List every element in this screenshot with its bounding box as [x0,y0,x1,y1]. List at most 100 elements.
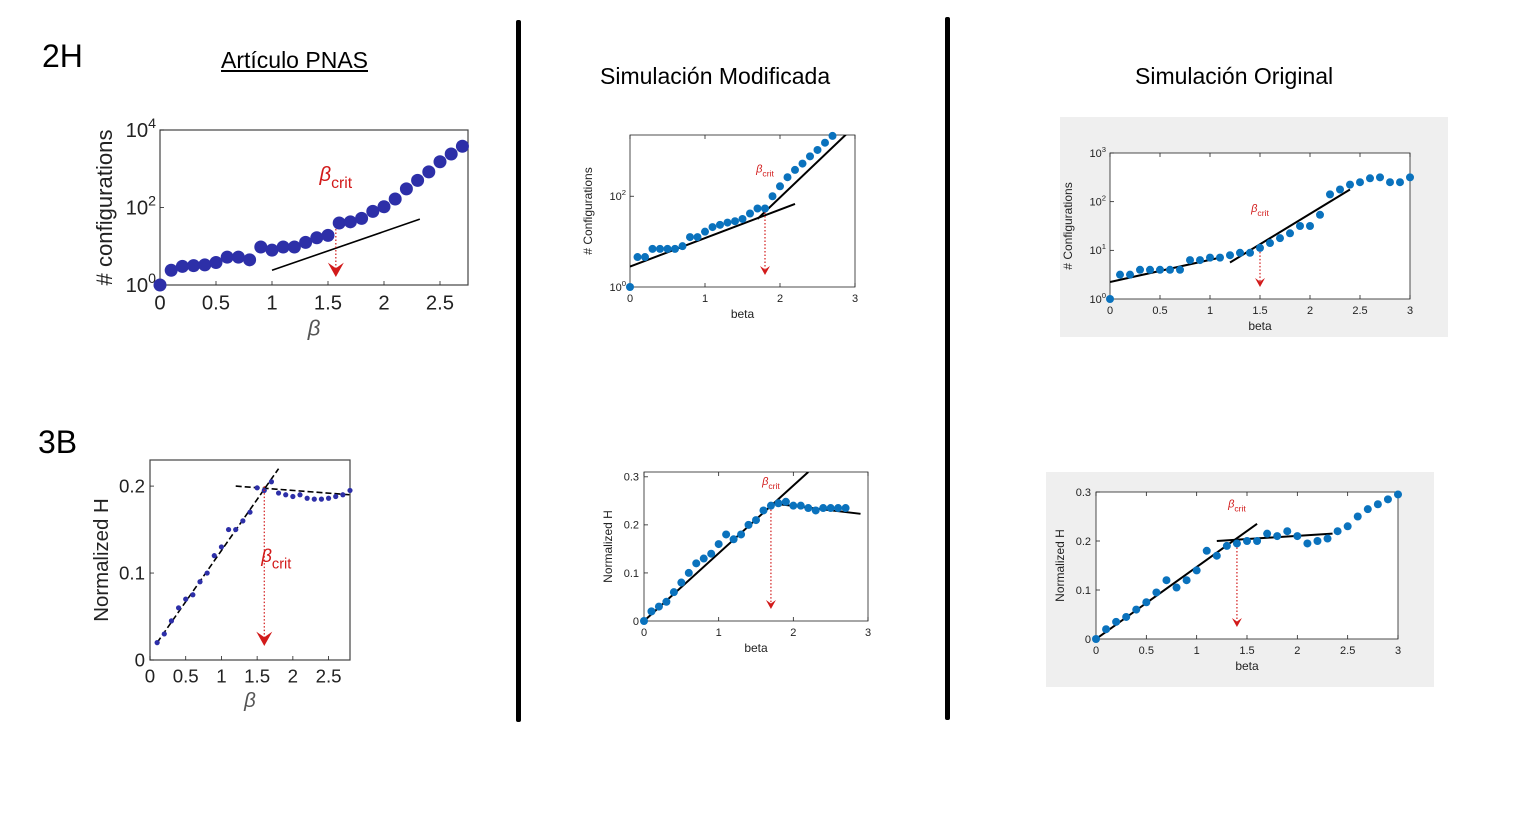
data-point [633,253,642,262]
data-point [455,139,469,153]
x-tick-label: 2.5 [1352,305,1367,317]
data-point [1406,173,1414,182]
data-point [1326,190,1334,199]
data-point [175,259,189,273]
data-point [377,200,391,214]
data-point [198,258,212,272]
data-point [1216,253,1224,262]
data-point [254,485,260,491]
data-point [826,504,835,513]
data-point [641,253,649,262]
data-point [225,526,232,533]
plot-area [643,471,869,622]
x-axis-label: β [307,315,321,340]
y-tick-label: 102 [609,188,626,203]
data-point [692,559,701,568]
y-axis-label: # configurations [92,130,117,286]
heading-original: Simulación Original [1135,63,1334,89]
x-tick-label: 1.5 [314,292,342,314]
data-point [318,496,325,502]
data-point [333,493,339,500]
data-point [321,228,335,242]
data-point [276,240,290,254]
data-point [1232,539,1241,548]
data-point [433,155,447,169]
data-point [806,152,814,161]
data-point [1336,185,1344,194]
data-point [154,640,160,646]
data-point [1303,539,1312,548]
data-point [268,479,275,485]
data-point [1373,500,1382,509]
y-tick-label: 102 [1089,194,1106,209]
data-point [798,159,807,168]
data-point [761,204,769,213]
data-point [1383,495,1392,504]
data-point [626,283,634,291]
data-point [1313,537,1322,545]
data-point [1172,583,1181,592]
data-point [1343,522,1352,531]
x-tick-label: 3 [1395,645,1401,657]
data-point [1353,512,1362,521]
y-tick-label: 100 [609,279,626,294]
beta-crit-label: βcrit [1227,498,1246,513]
data-point [175,605,182,611]
data-point [1376,173,1384,182]
data-point [1226,251,1234,260]
x-tick-label: 1 [216,666,226,687]
data-point [701,227,709,236]
chart-original-h: 0 0.5 1 1.5 2 2.5 3 0 0.1 0.2 0.3 beta Normalized H β… [1053,487,1402,673]
data-point [211,553,217,559]
data-point [1212,551,1221,560]
data-point [1253,537,1262,545]
data-point [168,618,175,624]
data-point [1316,210,1324,219]
x-axis-label: beta [744,641,768,655]
y-axis-label: Normalized H [1053,529,1067,602]
data-point [753,204,762,213]
y-tick-label: 102 [126,193,157,219]
data-point [243,253,257,267]
y-tick-label: 0.3 [1076,487,1091,499]
x-tick-label: 2 [1307,305,1313,317]
data-point [411,173,425,187]
data-point [640,617,648,625]
x-tick-label: 0 [627,293,633,305]
fit-line [1096,523,1258,639]
data-point [759,506,768,515]
y-axis-label: Normalized H [91,498,113,622]
data-point [804,504,813,513]
data-point [265,243,279,257]
data-point [669,588,678,597]
data-point [647,607,656,616]
data-point [1246,248,1254,257]
data-point [161,631,167,637]
data-point [1106,295,1114,303]
y-axis-label: Normalized H [601,510,615,583]
data-point [1192,566,1201,575]
data-point [752,516,760,525]
data-point [1116,270,1124,279]
x-axis-label: β [243,690,256,712]
x-tick-label: 3 [852,293,858,305]
y-tick-label: 103 [1089,145,1106,160]
data-point [1186,256,1194,265]
y-tick-label: 0 [1085,634,1091,646]
data-point [678,242,687,251]
plot-area [149,459,351,661]
x-tick-label: 0 [1107,305,1113,317]
y-tick-label: 0.2 [624,520,639,532]
data-point [299,235,313,249]
x-tick-label: 1.5 [1239,645,1254,657]
y-tick-label: 0 [135,650,145,671]
data-point [1266,239,1274,248]
figure-label-3b: 3B [38,424,78,460]
data-point [722,530,731,539]
data-point [311,496,317,502]
data-point [332,216,346,230]
data-point [1243,537,1251,545]
x-tick-label: 3 [1407,305,1413,317]
y-axis-label: # Configurations [581,167,595,254]
chart-paper-2h: 0 0.5 1 1.5 2 2.5 100 102 104 β # configurations βc… [92,116,469,340]
